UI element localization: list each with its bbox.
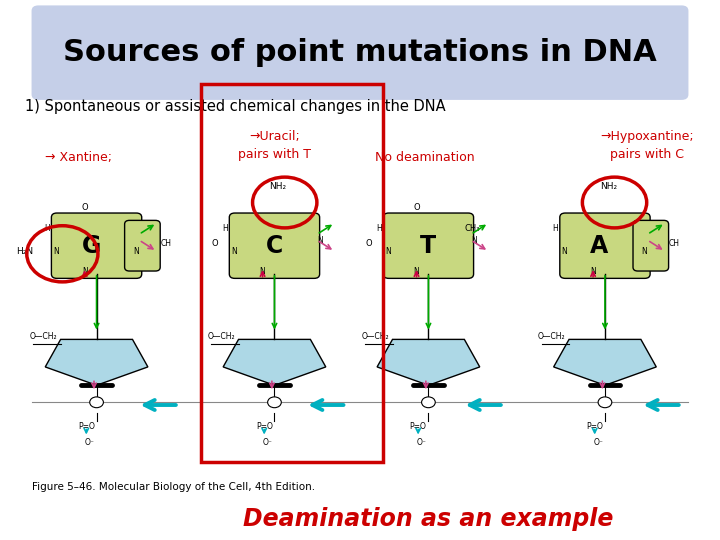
- Text: O⁻: O⁻: [593, 438, 603, 447]
- Text: P=O: P=O: [256, 422, 273, 431]
- Text: P=O: P=O: [78, 422, 95, 431]
- Circle shape: [422, 397, 436, 408]
- FancyBboxPatch shape: [560, 213, 650, 279]
- Text: N: N: [590, 267, 596, 276]
- Text: →Hypoxantine;
pairs with C: →Hypoxantine; pairs with C: [600, 130, 694, 160]
- Text: O: O: [211, 239, 217, 247]
- Text: P=O: P=O: [586, 422, 603, 431]
- FancyBboxPatch shape: [125, 220, 160, 271]
- Polygon shape: [45, 339, 148, 386]
- Text: N: N: [53, 247, 59, 256]
- Text: O: O: [413, 203, 420, 212]
- Text: CH: CH: [669, 239, 680, 247]
- Circle shape: [268, 397, 282, 408]
- Text: No deamination: No deamination: [375, 151, 474, 164]
- Text: A: A: [590, 234, 608, 258]
- Text: NH₂: NH₂: [269, 183, 287, 191]
- Text: H: H: [222, 224, 228, 233]
- Text: O—CH₂: O—CH₂: [30, 332, 57, 341]
- Text: N: N: [231, 247, 237, 256]
- Text: O⁻: O⁻: [263, 438, 273, 447]
- Text: O⁻: O⁻: [85, 438, 94, 447]
- Text: Sources of point mutations in DNA: Sources of point mutations in DNA: [63, 38, 657, 67]
- Text: 1) Spontaneous or assisted chemical changes in the DNA: 1) Spontaneous or assisted chemical chan…: [24, 99, 446, 114]
- FancyBboxPatch shape: [229, 213, 320, 279]
- Text: N: N: [82, 267, 88, 276]
- Text: C: C: [266, 234, 283, 258]
- Text: N: N: [318, 235, 323, 245]
- Circle shape: [598, 397, 612, 408]
- Bar: [202, 84, 382, 462]
- FancyBboxPatch shape: [633, 220, 669, 271]
- Polygon shape: [377, 339, 480, 386]
- FancyBboxPatch shape: [32, 5, 688, 100]
- Text: Deamination as an example: Deamination as an example: [243, 508, 613, 531]
- Polygon shape: [223, 339, 325, 386]
- Text: O: O: [365, 239, 372, 247]
- FancyBboxPatch shape: [51, 213, 142, 279]
- Text: N: N: [562, 247, 567, 256]
- Text: H: H: [376, 224, 382, 233]
- Text: G: G: [81, 234, 101, 258]
- Text: CH₃: CH₃: [465, 224, 480, 233]
- Text: N: N: [385, 247, 391, 256]
- Circle shape: [90, 397, 104, 408]
- Text: N: N: [472, 235, 477, 245]
- Text: N: N: [260, 267, 266, 276]
- Text: H: H: [553, 224, 559, 233]
- Text: T: T: [420, 234, 436, 258]
- Text: → Xantine;: → Xantine;: [45, 151, 112, 164]
- Text: O⁻: O⁻: [417, 438, 426, 447]
- Text: H: H: [45, 224, 50, 233]
- Text: Figure 5–46. Molecular Biology of the Cell, 4th Edition.: Figure 5–46. Molecular Biology of the Ce…: [32, 482, 315, 492]
- Text: O: O: [81, 203, 88, 212]
- Text: N: N: [642, 247, 647, 256]
- Text: NH₂: NH₂: [600, 183, 617, 191]
- Text: N: N: [132, 247, 138, 256]
- Text: H₂N: H₂N: [16, 247, 33, 255]
- Text: O—CH₂: O—CH₂: [538, 332, 566, 341]
- Text: O—CH₂: O—CH₂: [207, 332, 235, 341]
- Text: N: N: [414, 267, 419, 276]
- Text: O—CH₂: O—CH₂: [361, 332, 389, 341]
- Text: CH: CH: [160, 239, 171, 247]
- FancyBboxPatch shape: [383, 213, 474, 279]
- Text: →Uracil;
pairs with T: →Uracil; pairs with T: [238, 130, 311, 160]
- Text: P=O: P=O: [410, 422, 426, 431]
- Polygon shape: [554, 339, 657, 386]
